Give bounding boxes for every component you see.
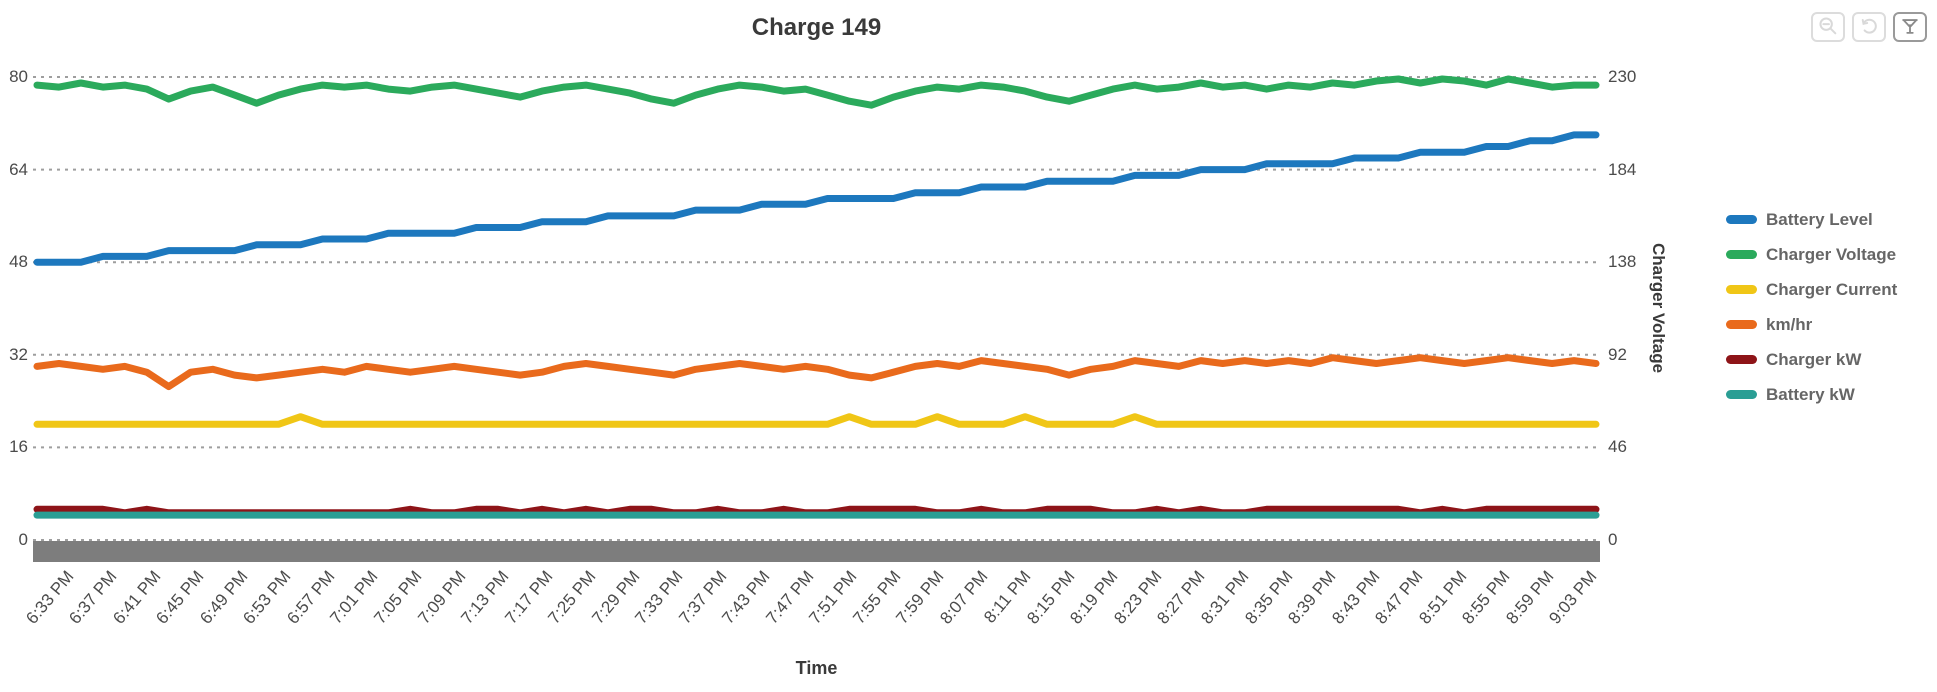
y-axis-tick-label: 0 <box>1608 530 1618 549</box>
y-axis-tick-label: 48 <box>9 252 28 272</box>
legend-item-label: Charger Voltage <box>1766 244 1897 264</box>
legend-item-charger-kw[interactable]: Charger kW <box>1726 342 1897 377</box>
legend-item-label: Battery Level <box>1766 209 1873 229</box>
y-axis-tick-label: 80 <box>9 67 28 86</box>
series-line-charger-current <box>33 413 1600 428</box>
legend-item-charger-voltage[interactable]: Charger Voltage <box>1726 237 1897 272</box>
legend-marker <box>1726 250 1757 259</box>
zoom-out-button[interactable] <box>1811 12 1845 42</box>
legend-item-label: Battery kW <box>1766 384 1855 404</box>
y-axis-tick-label: 92 <box>1608 344 1627 364</box>
legend-marker <box>1726 215 1757 224</box>
y-axis-tick-label: 32 <box>9 344 28 364</box>
funnel-icon <box>1899 15 1921 40</box>
y-axis-tick-label: 46 <box>1608 437 1627 457</box>
legend-item-label: Charger kW <box>1766 349 1862 369</box>
series-line-charger-voltage <box>33 75 1600 109</box>
legend-marker <box>1726 285 1757 294</box>
y-axis-tick-label: 184 <box>1608 159 1637 179</box>
legend: Battery Level Charger Voltage Charger Curr… <box>1726 202 1897 412</box>
reset-arrow-icon <box>1858 15 1880 40</box>
legend-marker <box>1726 390 1757 399</box>
series-line-km-hr <box>33 354 1600 391</box>
magnifier-minus-icon <box>1817 15 1839 40</box>
legend-item-charger-current[interactable]: Charger Current <box>1726 272 1897 307</box>
y-axis-tick-label: 0 <box>18 530 28 549</box>
y-axis-tick-label: 64 <box>9 159 28 179</box>
legend-item-label: km/hr <box>1766 314 1813 334</box>
right-axis-title: Charger Voltage <box>1649 243 1668 374</box>
legend-marker <box>1726 320 1757 329</box>
series-line-battery-level <box>33 131 1600 266</box>
filter-button[interactable] <box>1893 12 1927 42</box>
y-axis-tick-label: 138 <box>1608 252 1637 272</box>
chart-toolbar <box>1811 12 1927 42</box>
y-axis-tick-label: 16 <box>9 437 28 457</box>
x-axis-band <box>33 541 1600 562</box>
legend-item-km-hr[interactable]: km/hr <box>1726 307 1897 342</box>
legend-item-battery-level[interactable]: Battery Level <box>1726 202 1897 237</box>
reset-button[interactable] <box>1852 12 1886 42</box>
y-axis-tick-label: 230 <box>1608 67 1637 86</box>
x-axis-title: Time <box>795 658 838 678</box>
chart-title: Charge 149 <box>751 14 882 41</box>
legend-item-label: Charger Current <box>1766 279 1898 299</box>
legend-marker <box>1726 355 1757 364</box>
legend-item-battery-kw[interactable]: Battery kW <box>1726 377 1897 412</box>
